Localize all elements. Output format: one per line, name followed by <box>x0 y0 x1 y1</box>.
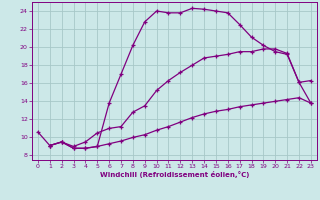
X-axis label: Windchill (Refroidissement éolien,°C): Windchill (Refroidissement éolien,°C) <box>100 171 249 178</box>
